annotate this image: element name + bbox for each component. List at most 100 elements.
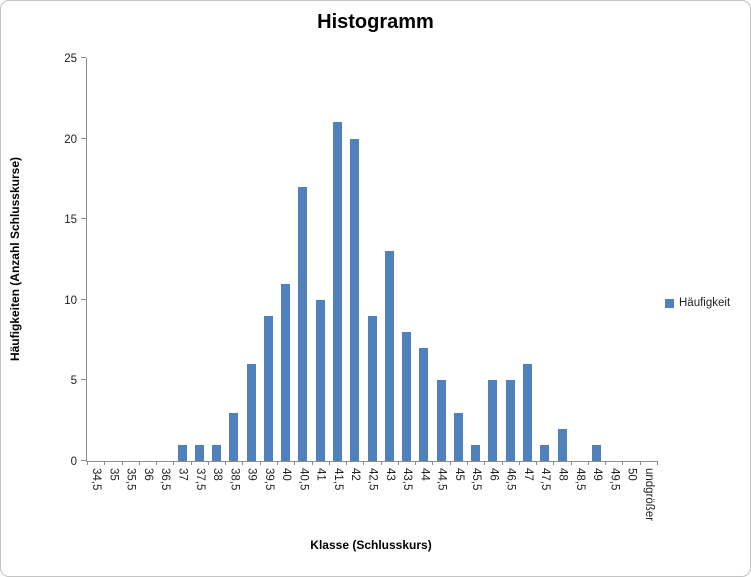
x-axis-category-label: 37 xyxy=(176,468,189,481)
x-axis-tick xyxy=(363,461,365,465)
x-axis-category-label: 46 xyxy=(487,468,500,481)
x-axis-tick xyxy=(311,461,313,465)
x-axis-category-label: 46,5 xyxy=(504,468,517,491)
x-axis-tick xyxy=(190,461,192,465)
x-axis-category-label: 38 xyxy=(211,468,224,481)
x-axis-tick xyxy=(259,461,261,465)
x-axis-category-label: 41,5 xyxy=(331,468,344,491)
x-axis-category-label: 39 xyxy=(245,468,258,481)
x-axis-category-label: 42,5 xyxy=(366,468,379,491)
histogram-bar[interactable] xyxy=(246,364,256,461)
x-axis-tick xyxy=(501,461,503,465)
histogram-bar[interactable] xyxy=(315,299,325,461)
x-axis-tick xyxy=(467,461,468,465)
legend-label: Häufigkeit xyxy=(679,297,731,309)
histogram-bar[interactable] xyxy=(436,380,446,461)
x-axis-category-label: 47 xyxy=(521,468,534,481)
y-axis-title-text: Häufigkeiten (Anzahl Schlusskurse) xyxy=(8,157,22,362)
x-axis-tick xyxy=(449,461,451,465)
histogram-bar[interactable] xyxy=(505,380,515,461)
histogram-bar[interactable] xyxy=(298,186,308,461)
x-axis-category-label: undgrößer xyxy=(642,468,655,522)
histogram-bar[interactable] xyxy=(471,444,481,461)
histogram-bar[interactable] xyxy=(263,315,273,461)
y-axis-title: Häufigkeiten (Anzahl Schlusskurse) xyxy=(5,58,25,461)
x-axis-category-label: 36 xyxy=(141,468,154,481)
histogram-bar[interactable] xyxy=(177,444,187,461)
x-axis-tick xyxy=(156,461,158,465)
x-axis-category-label: 45 xyxy=(452,468,465,481)
y-axis-tick-label: 15 xyxy=(64,214,77,227)
x-axis-tick xyxy=(536,461,538,465)
histogram-bar[interactable] xyxy=(592,444,602,461)
x-axis-category-label: 47,5 xyxy=(539,468,552,491)
x-axis-tick xyxy=(622,461,624,465)
y-axis-tick xyxy=(81,379,86,381)
x-axis-category-label: 48 xyxy=(556,468,569,481)
x-axis-tick xyxy=(207,461,209,465)
x-axis-category-label: 44,5 xyxy=(435,468,448,491)
x-axis-category-label: 35 xyxy=(107,468,120,481)
x-axis-category-label: 39,5 xyxy=(262,468,275,491)
legend[interactable]: Häufigkeit xyxy=(665,297,730,309)
x-axis-tick xyxy=(173,461,175,465)
y-axis-tick-label: 0 xyxy=(70,456,77,468)
x-axis-tick xyxy=(432,461,434,465)
histogram-bar[interactable] xyxy=(332,122,342,461)
x-axis-title: Klasse (Schlusskurs) xyxy=(310,538,432,552)
x-axis-category-label: 44 xyxy=(418,468,431,481)
histogram-bar[interactable] xyxy=(453,412,463,461)
histogram-bar[interactable] xyxy=(540,444,550,461)
x-axis-tick xyxy=(138,461,140,465)
histogram-bar[interactable] xyxy=(488,380,498,461)
x-axis-tick xyxy=(121,461,123,465)
x-axis-category-label: 35,5 xyxy=(124,468,137,491)
y-axis-tick xyxy=(81,298,86,300)
histogram-bar[interactable] xyxy=(229,412,239,461)
x-axis-tick xyxy=(277,461,278,465)
x-axis-tick xyxy=(328,461,330,465)
chart-title: Histogramm xyxy=(317,11,434,33)
histogram-bar[interactable] xyxy=(522,364,532,461)
legend-swatch xyxy=(665,298,674,308)
x-axis-category-label: 36,5 xyxy=(159,468,172,491)
histogram-bar[interactable] xyxy=(402,332,412,461)
x-axis-tick xyxy=(294,461,296,465)
histogram-bar[interactable] xyxy=(557,428,567,461)
y-axis-tick-label: 10 xyxy=(64,294,77,307)
x-axis-category-label: 43 xyxy=(383,468,396,481)
histogram-bar[interactable] xyxy=(367,315,377,461)
x-axis-category-label: 43,5 xyxy=(401,468,414,491)
x-axis-tick xyxy=(657,461,658,465)
histogram-bar[interactable] xyxy=(281,283,291,461)
x-axis-tick xyxy=(380,461,382,465)
x-axis-category-label: 42 xyxy=(349,468,362,481)
histogram-bar[interactable] xyxy=(384,251,394,461)
x-axis-tick xyxy=(570,461,572,465)
x-axis-category-label: 49 xyxy=(591,468,604,481)
y-axis-tick xyxy=(81,460,86,461)
x-axis-category-label: 40,5 xyxy=(297,468,310,491)
x-axis-category-label: 38,5 xyxy=(228,468,241,491)
histogram-bar[interactable] xyxy=(194,444,204,461)
y-axis-tick-label: 20 xyxy=(64,133,77,146)
x-axis-category-label: 37,5 xyxy=(193,468,206,491)
y-axis-tick xyxy=(81,57,86,58)
histogram-bar[interactable] xyxy=(212,444,222,461)
y-axis-tick xyxy=(81,218,86,220)
x-axis-tick xyxy=(415,461,417,465)
histogram-bar[interactable] xyxy=(350,138,360,461)
x-axis-category-label: 50 xyxy=(625,468,638,481)
x-axis-tick xyxy=(639,461,641,465)
x-axis-category-label: 41 xyxy=(314,468,327,481)
x-axis-tick xyxy=(346,461,348,465)
x-axis-tick xyxy=(518,461,520,465)
x-axis-category-label: 45,5 xyxy=(470,468,483,491)
x-axis-category-label: 40 xyxy=(280,468,293,481)
y-axis-tick-label: 5 xyxy=(70,375,77,388)
x-axis-tick xyxy=(225,461,227,465)
histogram-bar[interactable] xyxy=(419,348,429,461)
x-axis-tick xyxy=(605,461,607,465)
x-axis-category-label: 34,5 xyxy=(90,468,103,491)
